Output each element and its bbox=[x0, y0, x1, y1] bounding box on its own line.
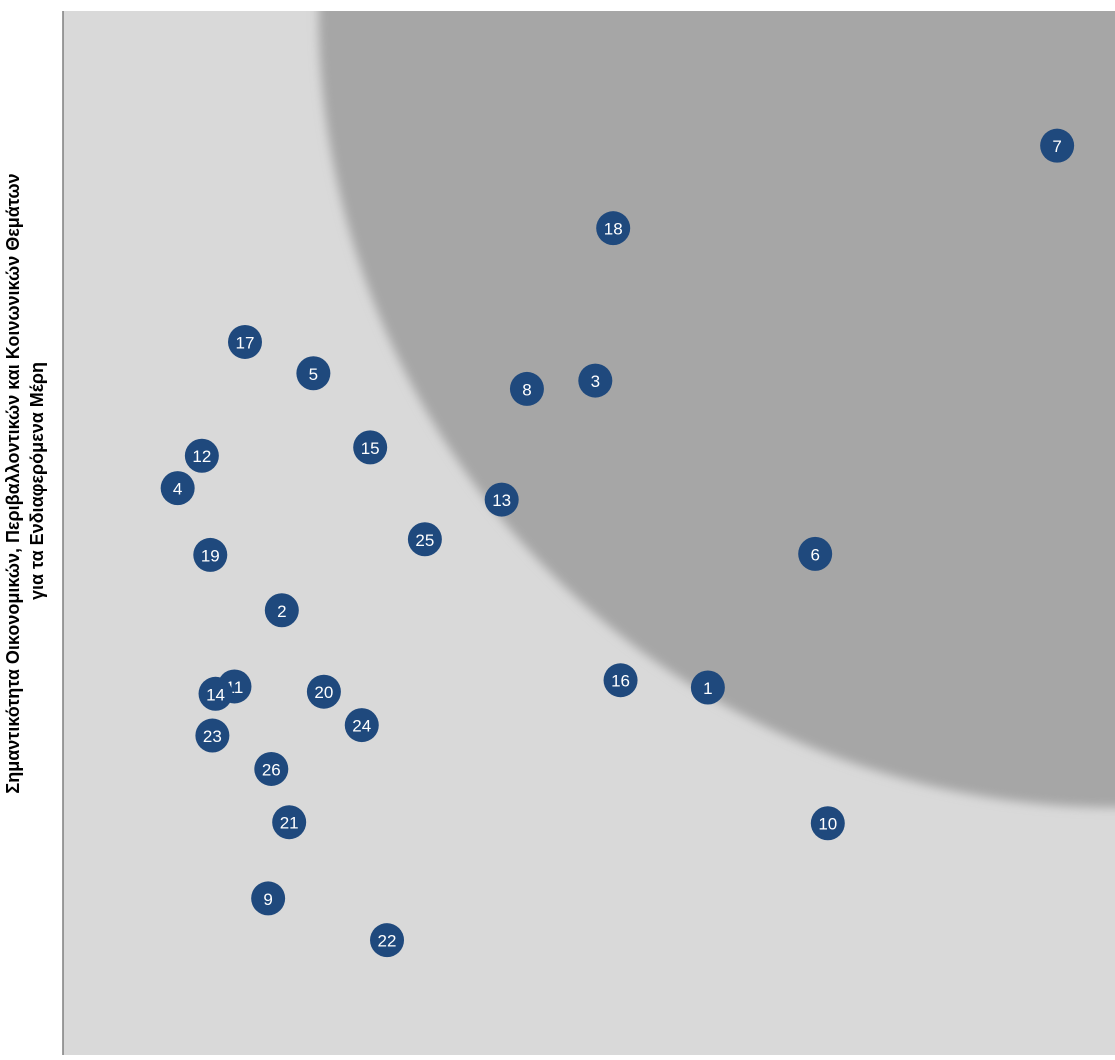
data-point-marker bbox=[264, 593, 299, 628]
data-point-marker bbox=[227, 324, 262, 359]
data-point-label: 18 bbox=[604, 220, 623, 239]
data-point-label: 21 bbox=[280, 814, 299, 833]
data-point-5: 5 bbox=[296, 356, 331, 391]
data-point-label: 9 bbox=[263, 890, 272, 909]
data-point-21: 21 bbox=[272, 805, 307, 840]
data-point-label: 6 bbox=[810, 545, 819, 564]
data-point-label: 15 bbox=[361, 439, 380, 458]
data-point-label: 5 bbox=[309, 365, 318, 384]
data-point-8: 8 bbox=[509, 371, 544, 406]
data-point-12: 12 bbox=[184, 438, 219, 473]
data-point-label: 22 bbox=[378, 932, 397, 951]
material-zone bbox=[318, 11, 1115, 808]
data-point-marker bbox=[272, 805, 307, 840]
data-point-marker bbox=[603, 663, 638, 698]
data-point-23: 23 bbox=[195, 718, 230, 753]
data-point-18: 18 bbox=[596, 211, 631, 246]
data-point-marker bbox=[198, 676, 233, 711]
data-point-label: 4 bbox=[173, 480, 182, 499]
data-point-marker bbox=[1040, 128, 1075, 163]
data-point-marker bbox=[160, 471, 195, 506]
data-point-20: 20 bbox=[306, 674, 341, 709]
data-point-3: 3 bbox=[578, 363, 613, 398]
data-point-17: 17 bbox=[227, 324, 262, 359]
data-point-marker bbox=[407, 522, 442, 557]
data-point-label: 24 bbox=[352, 717, 371, 736]
data-point-marker bbox=[596, 211, 631, 246]
data-point-10: 10 bbox=[810, 806, 845, 841]
data-point-label: 1 bbox=[703, 679, 712, 698]
data-point-label: 8 bbox=[522, 380, 531, 399]
data-point-label: 23 bbox=[203, 727, 222, 746]
data-point-marker bbox=[296, 356, 331, 391]
data-point-9: 9 bbox=[251, 881, 286, 916]
data-point-marker bbox=[251, 881, 286, 916]
data-point-19: 19 bbox=[193, 537, 228, 572]
data-point-marker bbox=[344, 708, 379, 743]
y-axis-title-line-1: Σημαντικότητα Οικονομικών, Περιβαλλοντικ… bbox=[3, 173, 23, 793]
data-point-16: 16 bbox=[603, 663, 638, 698]
data-point-label: 3 bbox=[591, 372, 600, 391]
y-axis-title: Σημαντικότητα Οικονομικών, Περιβαλλοντικ… bbox=[3, 168, 47, 793]
data-point-26: 26 bbox=[254, 751, 289, 786]
data-point-label: 26 bbox=[262, 760, 281, 779]
data-point-22: 22 bbox=[370, 923, 405, 958]
y-axis-title-line-2: για τα Ενδιαφερόμενα Μέρη bbox=[27, 362, 47, 600]
data-point-label: 12 bbox=[192, 447, 211, 466]
data-point-label: 10 bbox=[818, 815, 837, 834]
data-point-label: 14 bbox=[206, 685, 225, 704]
data-point-label: 13 bbox=[492, 491, 511, 510]
data-point-1: 1 bbox=[690, 670, 725, 705]
data-point-marker bbox=[353, 430, 388, 465]
data-point-marker bbox=[509, 371, 544, 406]
data-point-marker bbox=[195, 718, 230, 753]
data-point-label: 2 bbox=[277, 602, 286, 621]
data-point-marker bbox=[798, 536, 833, 571]
data-point-marker bbox=[578, 363, 613, 398]
data-point-marker bbox=[254, 751, 289, 786]
data-point-marker bbox=[690, 670, 725, 705]
data-point-13: 13 bbox=[484, 482, 519, 517]
data-point-marker bbox=[184, 438, 219, 473]
data-point-6: 6 bbox=[798, 536, 833, 571]
data-point-marker bbox=[370, 923, 405, 958]
data-point-label: 17 bbox=[236, 333, 255, 352]
data-point-24: 24 bbox=[344, 708, 379, 743]
data-point-14: 14 bbox=[198, 676, 233, 711]
data-point-25: 25 bbox=[407, 522, 442, 557]
data-point-marker bbox=[193, 537, 228, 572]
data-point-label: 19 bbox=[201, 546, 220, 565]
data-point-label: 25 bbox=[415, 531, 434, 550]
data-point-15: 15 bbox=[353, 430, 388, 465]
data-point-7: 7 bbox=[1040, 128, 1075, 163]
data-point-label: 20 bbox=[314, 683, 333, 702]
data-point-4: 4 bbox=[160, 471, 195, 506]
data-point-marker bbox=[306, 674, 341, 709]
data-point-label: 16 bbox=[611, 672, 630, 691]
data-point-marker bbox=[810, 806, 845, 841]
data-points: 1234567891011121314151617181920212223242… bbox=[160, 128, 1075, 958]
data-point-label: 7 bbox=[1052, 137, 1061, 156]
data-point-marker bbox=[484, 482, 519, 517]
data-point-2: 2 bbox=[264, 593, 299, 628]
